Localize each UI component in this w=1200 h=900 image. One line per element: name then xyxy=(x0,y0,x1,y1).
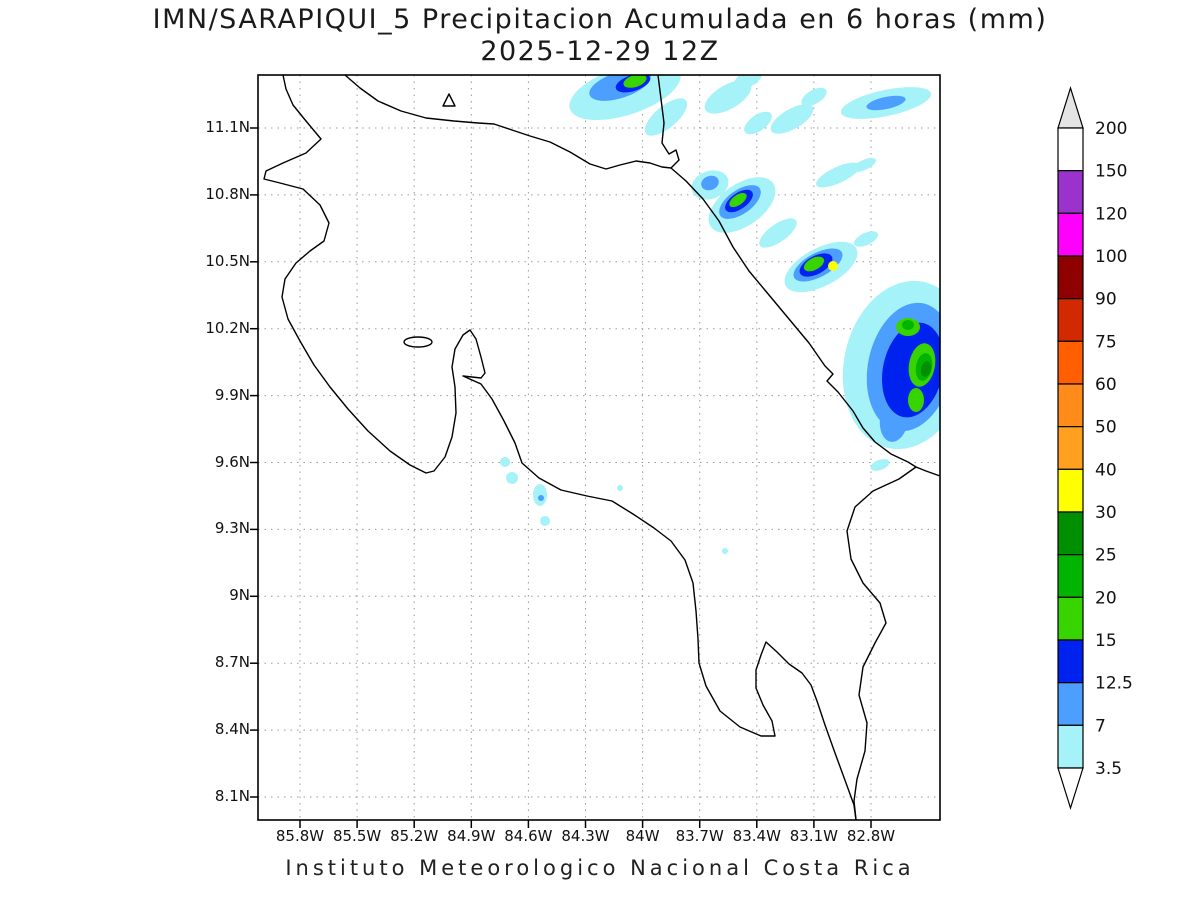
lat-tick-label: 8.1N xyxy=(214,787,250,805)
caribbean-coastline xyxy=(657,75,940,477)
lon-tick-label: 85.2W xyxy=(390,827,439,845)
lat-tick-label: 11.1N xyxy=(205,118,250,136)
colorbar-tick-label: 25 xyxy=(1095,546,1117,566)
lat-tick-label: 9.6N xyxy=(214,452,250,471)
lon-tick-label: 84.9W xyxy=(447,827,496,845)
chira-island xyxy=(403,336,433,348)
lon-tick-label: 83.1W xyxy=(789,827,838,845)
colorbar-segment xyxy=(1057,298,1084,342)
colorbar-segment xyxy=(1057,212,1084,257)
map-title: IMN/SARAPIQUI_5 Precipitacion Acumulada … xyxy=(152,4,1048,35)
colorbar-segment xyxy=(1057,426,1084,470)
precip-darkgreen-layer xyxy=(920,361,932,377)
lat-tick-label: 10.5N xyxy=(205,251,250,270)
lat-tick-label: 9N xyxy=(229,586,250,605)
colorbar-tick-label: 30 xyxy=(1095,503,1117,523)
colorbar-tick-label: 20 xyxy=(1095,588,1117,608)
colorbar-tick-label: 90 xyxy=(1095,290,1117,310)
map-subtitle-datetime: 2025-12-29 12Z xyxy=(480,36,720,67)
colorbar-tick-label: 50 xyxy=(1095,418,1117,438)
colorbar-tick-label: 200 xyxy=(1095,119,1127,139)
lon-tick-label: 85.8W xyxy=(275,827,325,845)
colorbar-segment xyxy=(1057,340,1084,385)
colorbar-below-min-triangle xyxy=(1057,767,1084,811)
pacific-coastline xyxy=(263,75,857,820)
colorbar-segment xyxy=(1057,596,1084,641)
grid-lines-layer xyxy=(258,75,940,820)
colorbar-segment xyxy=(1057,639,1084,684)
colorbar-segment xyxy=(1057,682,1084,726)
lon-tick-label: 83.4W xyxy=(732,827,781,845)
colorbar-segment xyxy=(1057,127,1084,172)
colorbar-tick-label: 3.5 xyxy=(1095,759,1122,779)
panama-border xyxy=(846,466,917,820)
colorbar-tick-label: 40 xyxy=(1095,460,1117,480)
lon-tick-label: 82.8W xyxy=(846,827,896,845)
colorbar-tick-label: 7 xyxy=(1095,716,1106,736)
lat-tick-label: 10.2N xyxy=(205,318,250,337)
colorbar-above-max-triangle xyxy=(1057,85,1084,129)
lat-tick-label: 8.7N xyxy=(214,653,250,672)
colorbar-tick-label: 100 xyxy=(1095,247,1127,267)
coastline-layer xyxy=(263,75,940,820)
lon-tick-label: 84.3W xyxy=(561,827,610,845)
lat-tick-label: 9.3N xyxy=(214,519,250,538)
precipitation-layer xyxy=(500,75,940,554)
colorbar-segment xyxy=(1057,724,1084,769)
nicaragua-border xyxy=(344,75,672,170)
lat-tick-label: 9.9N xyxy=(214,385,250,404)
colorbar-segment xyxy=(1057,554,1084,598)
colorbar-tick-label: 12.5 xyxy=(1095,674,1133,694)
axis-ticks-layer xyxy=(250,127,872,828)
lat-tick-label: 8.4N xyxy=(214,720,250,739)
precip-yellow-layer xyxy=(828,261,838,271)
colorbar-segment xyxy=(1057,383,1084,428)
lon-tick-label: 85.5W xyxy=(332,827,382,845)
colorbar-segment xyxy=(1057,468,1084,513)
precip-cyan-layer xyxy=(500,75,940,554)
colorbar-tick-label: 15 xyxy=(1095,631,1117,651)
map-frame xyxy=(257,74,941,821)
lon-tick-label: 84.6W xyxy=(504,827,553,845)
colorbar-tick-label: 75 xyxy=(1095,332,1117,352)
colorbar-tick-label: 150 xyxy=(1095,162,1127,182)
map-plot xyxy=(250,74,941,828)
colorbar-tick-label: 60 xyxy=(1095,375,1117,395)
footer-institution: Instituto Meteorologico Nacional Costa R… xyxy=(285,856,915,880)
lon-tick-label: 84W xyxy=(625,827,660,845)
lake-island xyxy=(442,93,456,107)
colorbar-segment xyxy=(1057,511,1084,556)
colorbar-legend: 200 150 120 100 90 75 60 50 40 30 25 20 15 12.5 7 3.5 xyxy=(1057,85,1133,811)
colorbar-segment xyxy=(1057,170,1084,214)
colorbar-tick-label: 120 xyxy=(1095,204,1127,224)
lat-tick-label: 10.8N xyxy=(205,184,250,203)
lon-tick-label: 83.7W xyxy=(675,827,724,845)
colorbar-segment xyxy=(1057,255,1084,300)
